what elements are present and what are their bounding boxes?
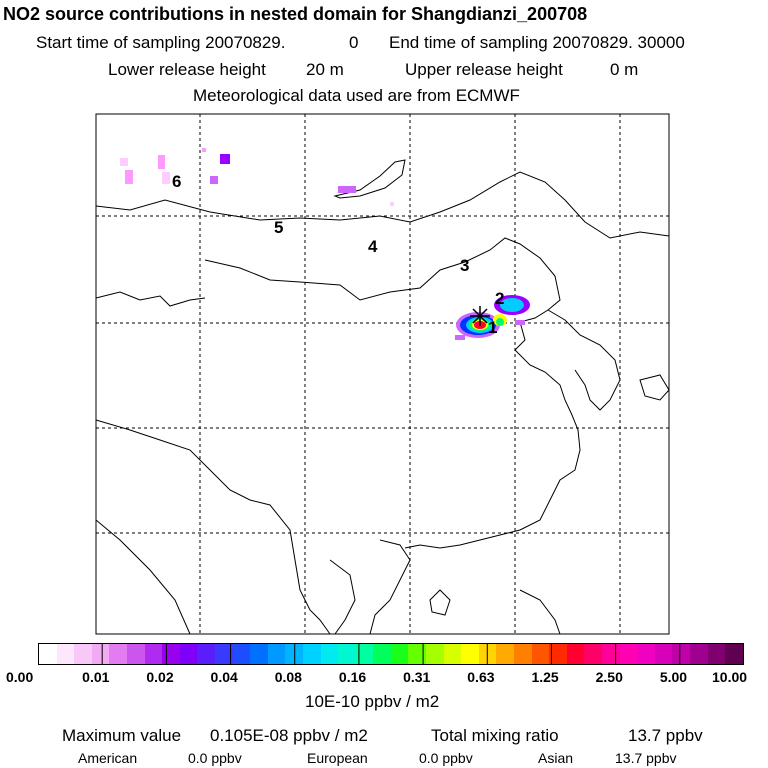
colorbar-swatch xyxy=(461,644,479,664)
colorbar-swatch xyxy=(443,644,462,664)
start-time-label: Start time of sampling 20070829. xyxy=(36,33,286,52)
colorbar-tick-label: 0.04 xyxy=(210,669,238,685)
colorbar-swatch xyxy=(197,644,215,664)
colorbar-swatch xyxy=(179,644,198,664)
colorbar-swatch xyxy=(584,644,602,664)
concentration-plume xyxy=(120,148,530,340)
colorbar-swatch xyxy=(426,644,444,664)
colorbar-swatch xyxy=(74,644,92,664)
total-mixing-label: Total mixing ratio xyxy=(431,726,559,745)
color-scale-bar xyxy=(38,643,744,665)
colorbar-tick-label: 0.31 xyxy=(403,669,431,685)
end-time-label: End time of sampling 20070829. 30000 xyxy=(389,33,685,52)
colorbar-swatch xyxy=(250,644,268,664)
region-label-5: 5 xyxy=(274,218,284,237)
colorbar-swatch xyxy=(408,644,427,664)
colorbar-tick-label: 0.08 xyxy=(274,669,302,685)
total-mixing-value: 13.7 ppbv xyxy=(628,726,703,745)
colorbar-swatch xyxy=(654,644,673,664)
max-value-label: Maximum value xyxy=(62,726,182,745)
colorbar-swatch xyxy=(566,644,585,664)
colorbar-tick-label: 0.01 xyxy=(82,669,110,685)
lower-release-value: 20 m xyxy=(306,60,344,79)
colorbar-tick-label: 0.02 xyxy=(146,669,174,685)
american-value: 0.0 ppbv xyxy=(188,750,242,766)
colorbar-swatch xyxy=(725,644,743,664)
colorbar-tick-label: 10.00 xyxy=(712,669,748,685)
colorbar-tick-label: 0.63 xyxy=(467,669,495,685)
coastlines-borders xyxy=(95,159,670,635)
colorbar-separators xyxy=(101,643,681,665)
colorbar-tick-label: 5.00 xyxy=(659,669,688,685)
region-label-4: 4 xyxy=(368,237,378,256)
map-frame xyxy=(95,113,670,635)
colorbar-swatch xyxy=(549,644,567,664)
colorbar-swatch xyxy=(232,644,251,664)
region-label-1: 1 xyxy=(488,318,498,337)
asian-value: 13.7 ppbv xyxy=(615,750,677,766)
colorbar-unit: 10E-10 ppbv / m2 xyxy=(305,692,440,711)
met-data-note: Meteorological data used are from ECMWF xyxy=(193,86,520,105)
colorbar-tick-label: 0.16 xyxy=(338,669,367,685)
colorbar-swatch xyxy=(109,644,127,664)
source-site-star xyxy=(470,306,490,326)
colorbar-swatch xyxy=(514,644,532,664)
max-value: 0.105E-08 ppbv / m2 xyxy=(210,726,368,745)
european-label: European xyxy=(307,750,368,766)
map-panel xyxy=(95,113,670,635)
upper-release-label: Upper release height xyxy=(405,60,563,79)
colorbar-swatch xyxy=(91,644,110,664)
upper-release-value: 0 m xyxy=(610,60,639,79)
european-value: 0.0 ppbv xyxy=(419,750,473,766)
colorbar-swatch xyxy=(144,644,163,664)
colorbar-swatch xyxy=(390,644,409,664)
colorbar-swatch xyxy=(373,644,391,664)
colorbar-swatch xyxy=(496,644,515,664)
colorbar-swatch xyxy=(302,644,321,664)
colorbar-swatch xyxy=(56,644,75,664)
colorbar-swatch xyxy=(637,644,655,664)
colorbar-swatch xyxy=(355,644,374,664)
colorbar-swatch xyxy=(338,644,356,664)
lower-release-label: Lower release height xyxy=(108,60,266,79)
colorbar-swatch xyxy=(531,644,550,664)
colorbar-tick-label: 0.00 xyxy=(6,669,34,685)
colorbar-swatch xyxy=(320,644,339,664)
colorbar-swatch xyxy=(689,644,708,664)
colorbar-swatch xyxy=(707,644,726,664)
colorbar-swatch xyxy=(39,644,57,664)
colorbar-tick-label: 1.25 xyxy=(531,669,559,685)
colorbar-swatch xyxy=(619,644,638,664)
colorbar-tick-label: 2.50 xyxy=(595,669,623,685)
region-label-6: 6 xyxy=(172,172,182,191)
colorbar-swatch xyxy=(214,644,233,664)
asian-label: Asian xyxy=(538,750,574,766)
plot-title: NO2 source contributions in nested domai… xyxy=(3,4,588,24)
region-label-2: 2 xyxy=(495,289,505,308)
start-time-value: 0 xyxy=(349,33,359,52)
colorbar-swatch xyxy=(267,644,286,664)
colorbar-swatch xyxy=(285,644,303,664)
american-label: American xyxy=(78,750,138,766)
colorbar-swatch xyxy=(672,644,690,664)
region-label-3: 3 xyxy=(460,256,470,275)
colorbar-swatch xyxy=(126,644,145,664)
